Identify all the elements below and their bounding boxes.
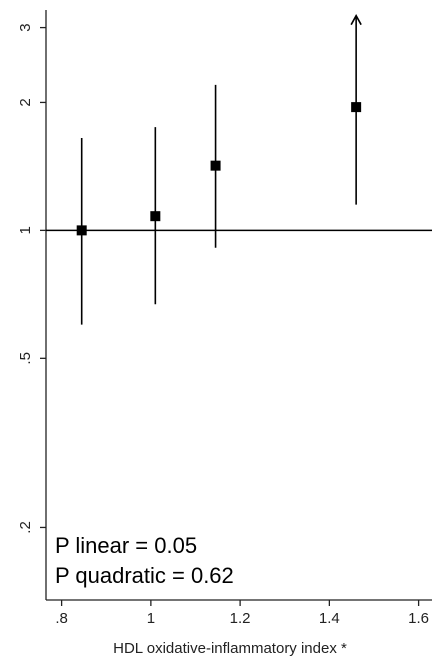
annotation-p-quadratic: P quadratic = 0.62 — [55, 563, 234, 588]
point-marker-1 — [150, 211, 161, 222]
y-tick-label-1: .5 — [17, 352, 34, 365]
x-tick-label-2: 1.2 — [230, 610, 251, 627]
annotation-p-linear: P linear = 0.05 — [55, 533, 197, 558]
point-marker-3 — [351, 102, 362, 113]
y-tick-label-2: 1 — [17, 226, 34, 234]
x-tick-label-3: 1.4 — [319, 610, 340, 627]
x-tick-label-0: .8 — [55, 610, 68, 627]
y-tick-label-4: 3 — [17, 23, 34, 31]
x-axis-title: HDL oxidative-inflammatory index * — [113, 640, 347, 657]
point-marker-0 — [76, 225, 87, 236]
y-tick-label-3: 2 — [17, 98, 34, 106]
point-marker-2 — [210, 160, 221, 171]
y-tick-label-0: .2 — [17, 521, 34, 534]
ci-arrow-3 — [350, 14, 362, 26]
plot-area: .2 .5 1 2 3 .8 1 1.2 1.4 1.6 — [17, 10, 432, 627]
x-tick-label-4: 1.6 — [408, 610, 429, 627]
x-tick-label-1: 1 — [147, 610, 155, 627]
